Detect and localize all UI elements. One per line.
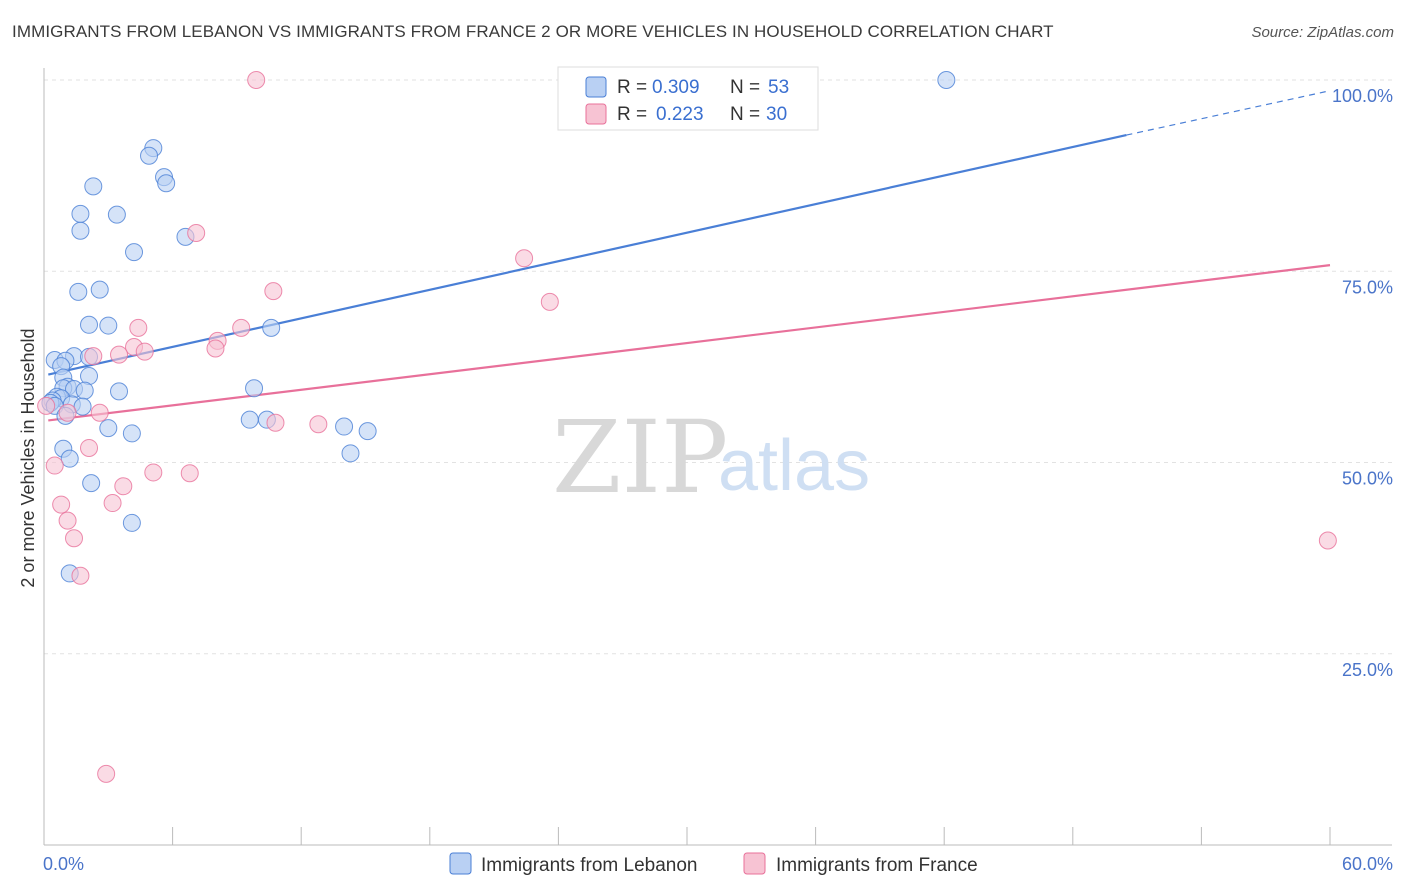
point-lebanon xyxy=(99,419,118,438)
legend-swatch-lebanon xyxy=(585,76,607,98)
point-lebanon xyxy=(73,397,92,416)
legend-n-label: N = xyxy=(730,104,760,125)
point-france xyxy=(206,339,225,358)
point-lebanon xyxy=(82,474,101,493)
point-france xyxy=(71,566,90,585)
legend-r-label: R = xyxy=(617,77,647,98)
point-france xyxy=(80,438,99,457)
point-france xyxy=(180,464,199,483)
point-lebanon xyxy=(71,204,90,223)
point-france xyxy=(187,224,206,242)
legend-lebanon-n: 53 xyxy=(768,77,789,98)
source-label: Source: ZipAtlas.com xyxy=(1251,24,1394,41)
point-france xyxy=(247,71,266,89)
point-france xyxy=(129,318,148,337)
axes xyxy=(43,68,1392,846)
point-france xyxy=(84,347,103,366)
point-lebanon xyxy=(358,422,377,441)
point-france xyxy=(45,456,64,475)
trend-line-france xyxy=(48,264,1331,422)
point-lebanon xyxy=(107,205,126,224)
point-france xyxy=(266,413,285,432)
point-lebanon xyxy=(341,444,360,463)
trend-line-lebanon-extension xyxy=(1126,90,1331,136)
x-tick-label: 60.0% xyxy=(1342,854,1393,874)
point-france xyxy=(90,403,109,422)
point-france xyxy=(264,282,283,301)
legend-n-label: N = xyxy=(730,77,760,98)
point-lebanon xyxy=(84,177,103,196)
trend-line-lebanon xyxy=(48,134,1127,376)
trend-lines xyxy=(48,90,1331,422)
legend-lebanon-label: Immigrants from Lebanon xyxy=(481,855,698,876)
point-france xyxy=(515,249,534,268)
point-lebanon xyxy=(60,449,79,468)
point-lebanon xyxy=(99,316,118,335)
point-france xyxy=(37,396,56,415)
point-lebanon xyxy=(80,315,99,334)
point-lebanon xyxy=(245,379,264,398)
point-lebanon xyxy=(75,381,94,400)
point-lebanon xyxy=(122,424,141,443)
grid-lines xyxy=(44,79,1392,655)
data-points xyxy=(37,71,1337,783)
point-lebanon xyxy=(122,513,141,532)
point-france xyxy=(540,292,559,311)
point-lebanon xyxy=(90,280,109,299)
point-france xyxy=(232,318,251,337)
watermark-atlas: atlas xyxy=(718,426,870,506)
watermark-zip: ZIP xyxy=(552,399,728,516)
tick-labels: 25.0% 50.0% 75.0% 100.0% 0.0% 60.0% xyxy=(43,86,1393,874)
y-tick-label: 100.0% xyxy=(1332,86,1393,106)
point-france xyxy=(97,764,116,783)
point-france xyxy=(144,463,163,482)
point-lebanon xyxy=(140,146,159,165)
legend-lebanon-r: 0.309 xyxy=(652,77,700,98)
x-tick-label: 0.0% xyxy=(43,854,84,874)
legend-france-r: 0.223 xyxy=(656,104,704,125)
point-lebanon xyxy=(125,243,144,262)
legend-france-n: 30 xyxy=(766,104,787,125)
series-legend: Immigrants from Lebanon Immigrants from … xyxy=(449,852,978,876)
legend-r-label: R = xyxy=(617,104,647,125)
point-france xyxy=(1318,531,1337,550)
point-france xyxy=(65,529,84,548)
point-france xyxy=(103,494,122,513)
point-france xyxy=(110,345,129,364)
y-tick-label: 25.0% xyxy=(1342,660,1393,680)
point-lebanon xyxy=(110,382,129,401)
legend-swatch-france xyxy=(743,852,766,875)
point-lebanon xyxy=(69,282,88,301)
legend-swatch-france xyxy=(585,103,607,125)
legend-swatch-lebanon xyxy=(449,852,472,875)
point-lebanon xyxy=(240,410,259,429)
point-france xyxy=(135,342,154,361)
point-lebanon xyxy=(262,318,281,337)
point-lebanon xyxy=(71,221,90,240)
point-lebanon xyxy=(937,71,956,89)
point-france xyxy=(114,477,133,496)
legend-france-label: Immigrants from France xyxy=(776,855,978,876)
point-france xyxy=(58,403,77,422)
chart-title: IMMIGRANTS FROM LEBANON VS IMMIGRANTS FR… xyxy=(12,22,1054,41)
point-france xyxy=(52,495,71,514)
point-lebanon xyxy=(335,417,354,436)
point-lebanon xyxy=(157,174,176,193)
point-france xyxy=(58,511,77,530)
y-tick-label: 75.0% xyxy=(1342,277,1393,297)
y-axis-title: 2 or more Vehicles in Household xyxy=(18,328,38,587)
point-france xyxy=(309,415,328,434)
y-tick-label: 50.0% xyxy=(1342,469,1393,489)
stats-legend: R = 0.309 N = 53 R = 0.223 N = 30 xyxy=(557,66,819,131)
